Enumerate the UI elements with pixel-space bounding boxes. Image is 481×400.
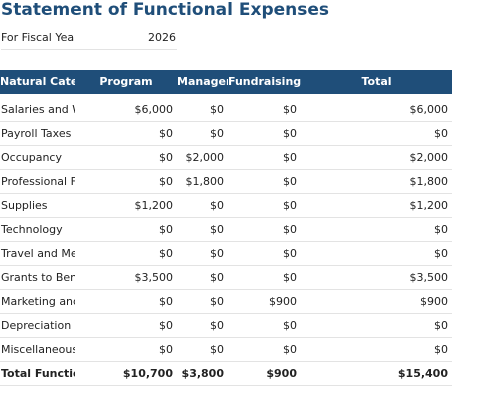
amount-cell: $0 <box>75 314 177 338</box>
category-cell: Professional Fees <box>0 170 75 194</box>
amount-cell: $6,000 <box>75 98 177 122</box>
amount-cell: $0 <box>301 122 452 146</box>
amount-cell: $0 <box>228 314 301 338</box>
amount-cell: $900 <box>301 290 452 314</box>
amount-cell: $0 <box>301 242 452 266</box>
column-header: Total <box>301 70 452 94</box>
amount-cell: $1,200 <box>301 194 452 218</box>
category-cell: Depreciation <box>0 314 75 338</box>
total-amount: $15,400 <box>301 362 452 386</box>
total-amount: $900 <box>228 362 301 386</box>
amount-cell: $0 <box>75 122 177 146</box>
amount-cell: $0 <box>301 338 452 362</box>
total-label: Total Functional Expenses <box>0 362 75 386</box>
column-header: Management <box>177 70 228 94</box>
amount-cell: $1,800 <box>177 170 228 194</box>
category-cell: Supplies <box>0 194 75 218</box>
amount-cell: $6,000 <box>301 98 452 122</box>
amount-cell: $0 <box>177 314 228 338</box>
fiscal-value: 2026 <box>75 26 177 50</box>
amount-cell: $0 <box>228 218 301 242</box>
column-header: Fundraising <box>228 70 301 94</box>
amount-cell: $0 <box>228 146 301 170</box>
amount-cell: $0 <box>177 218 228 242</box>
category-cell: Salaries and Wages <box>0 98 75 122</box>
category-cell: Payroll Taxes and Benefits <box>0 122 75 146</box>
amount-cell: $0 <box>228 170 301 194</box>
amount-cell: $0 <box>75 170 177 194</box>
category-cell: Technology <box>0 218 75 242</box>
amount-cell: $3,500 <box>301 266 452 290</box>
title: Statement of Functional Expenses <box>1 0 330 20</box>
amount-cell: $1,200 <box>75 194 177 218</box>
amount-cell: $0 <box>228 242 301 266</box>
amount-cell: $0 <box>177 338 228 362</box>
amount-cell: $2,000 <box>301 146 452 170</box>
amount-cell: $0 <box>75 146 177 170</box>
category-cell: Miscellaneous <box>0 338 75 362</box>
amount-cell: $0 <box>177 122 228 146</box>
column-header: Natural Category <box>0 70 75 94</box>
amount-cell: $0 <box>177 266 228 290</box>
amount-cell: $0 <box>177 290 228 314</box>
amount-cell: $1,800 <box>301 170 452 194</box>
amount-cell: $0 <box>228 338 301 362</box>
total-amount: $3,800 <box>177 362 228 386</box>
amount-cell: $2,000 <box>177 146 228 170</box>
amount-cell: $0 <box>301 314 452 338</box>
total-amount: $10,700 <box>75 362 177 386</box>
amount-cell: $900 <box>228 290 301 314</box>
amount-cell: $0 <box>177 194 228 218</box>
amount-cell: $0 <box>75 218 177 242</box>
amount-cell: $0 <box>301 218 452 242</box>
amount-cell: $0 <box>75 338 177 362</box>
category-cell: Occupancy <box>0 146 75 170</box>
amount-cell: $0 <box>228 98 301 122</box>
category-cell: Grants to Beneficiaries <box>0 266 75 290</box>
amount-cell: $0 <box>177 98 228 122</box>
amount-cell: $3,500 <box>75 266 177 290</box>
amount-cell: $0 <box>75 290 177 314</box>
amount-cell: $0 <box>75 242 177 266</box>
amount-cell: $0 <box>177 242 228 266</box>
amount-cell: $0 <box>228 194 301 218</box>
column-header: Program <box>75 70 177 94</box>
amount-cell: $0 <box>228 266 301 290</box>
fiscal-label: For Fiscal Year <box>1 26 75 50</box>
category-cell: Marketing and Outreach <box>0 290 75 314</box>
amount-cell: $0 <box>228 122 301 146</box>
category-cell: Travel and Meetings <box>0 242 75 266</box>
